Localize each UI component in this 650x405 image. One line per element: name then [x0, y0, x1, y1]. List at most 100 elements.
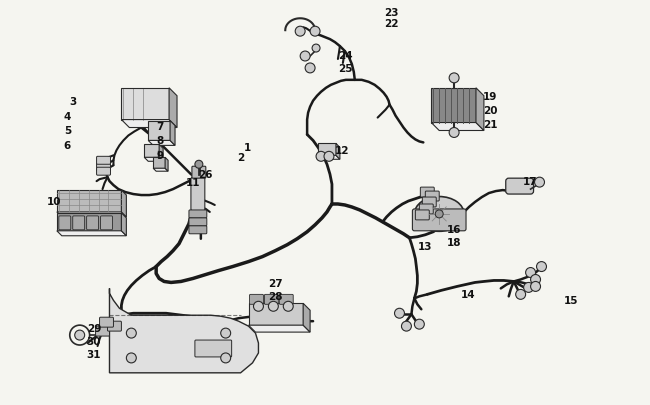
Text: 1: 1 [244, 143, 251, 153]
Text: 7: 7 [156, 121, 164, 131]
FancyBboxPatch shape [86, 216, 99, 230]
Circle shape [526, 268, 536, 278]
Polygon shape [122, 89, 169, 120]
Circle shape [75, 330, 84, 340]
Circle shape [449, 74, 459, 83]
FancyBboxPatch shape [419, 205, 434, 214]
FancyBboxPatch shape [59, 216, 71, 230]
Polygon shape [169, 89, 177, 128]
Text: 8: 8 [156, 136, 163, 146]
Text: 16: 16 [447, 224, 462, 234]
Polygon shape [318, 156, 340, 160]
FancyBboxPatch shape [250, 294, 263, 305]
Ellipse shape [415, 197, 464, 232]
FancyBboxPatch shape [99, 318, 114, 327]
Text: 9: 9 [156, 151, 163, 161]
Text: 13: 13 [417, 241, 432, 251]
Circle shape [221, 353, 231, 363]
Circle shape [536, 262, 547, 272]
Circle shape [530, 282, 541, 292]
Text: 22: 22 [385, 19, 399, 29]
Circle shape [324, 152, 334, 162]
Text: 23: 23 [385, 8, 399, 18]
Text: 15: 15 [564, 296, 578, 305]
Circle shape [295, 27, 305, 37]
Text: 5: 5 [64, 126, 71, 136]
FancyBboxPatch shape [97, 164, 110, 172]
Text: 29: 29 [86, 323, 101, 333]
Circle shape [195, 161, 203, 169]
Text: 27: 27 [268, 279, 283, 289]
Text: 24: 24 [338, 51, 352, 61]
Text: 31: 31 [86, 349, 101, 359]
Circle shape [316, 152, 326, 162]
Text: 21: 21 [483, 119, 497, 129]
Circle shape [126, 353, 136, 363]
Circle shape [436, 211, 443, 218]
Circle shape [395, 309, 404, 318]
Polygon shape [165, 158, 168, 172]
Text: 28: 28 [268, 292, 283, 302]
FancyBboxPatch shape [422, 198, 436, 207]
Circle shape [268, 302, 278, 311]
Polygon shape [122, 120, 177, 128]
FancyBboxPatch shape [265, 294, 278, 305]
Polygon shape [248, 325, 310, 332]
Polygon shape [148, 121, 170, 141]
Circle shape [515, 290, 526, 300]
FancyBboxPatch shape [107, 322, 122, 331]
Circle shape [530, 275, 541, 285]
Circle shape [300, 52, 310, 62]
Polygon shape [170, 121, 175, 146]
Text: 12: 12 [335, 146, 350, 156]
FancyBboxPatch shape [96, 326, 109, 336]
FancyBboxPatch shape [412, 209, 466, 231]
Text: 20: 20 [483, 105, 497, 115]
Circle shape [415, 320, 424, 329]
Text: 30: 30 [86, 336, 101, 346]
Polygon shape [57, 231, 126, 236]
Polygon shape [122, 191, 126, 217]
Circle shape [254, 302, 263, 311]
FancyBboxPatch shape [421, 188, 434, 198]
FancyBboxPatch shape [192, 167, 206, 179]
FancyBboxPatch shape [425, 192, 439, 202]
Circle shape [283, 302, 293, 311]
FancyBboxPatch shape [189, 218, 207, 226]
Polygon shape [57, 212, 126, 217]
FancyBboxPatch shape [280, 294, 293, 305]
Polygon shape [431, 123, 484, 131]
Polygon shape [159, 145, 163, 162]
FancyBboxPatch shape [97, 168, 110, 176]
FancyBboxPatch shape [101, 216, 112, 230]
FancyBboxPatch shape [73, 216, 84, 230]
Polygon shape [57, 191, 122, 212]
Circle shape [305, 64, 315, 74]
Text: 14: 14 [461, 290, 476, 300]
Polygon shape [148, 141, 175, 146]
Text: 19: 19 [483, 92, 497, 102]
Text: 25: 25 [338, 64, 352, 74]
Polygon shape [144, 145, 159, 158]
Circle shape [534, 178, 545, 188]
Circle shape [449, 128, 459, 138]
Text: 17: 17 [523, 177, 538, 187]
Polygon shape [122, 213, 126, 236]
Text: 26: 26 [198, 170, 213, 180]
FancyBboxPatch shape [415, 211, 429, 220]
Polygon shape [318, 144, 336, 156]
Polygon shape [248, 304, 303, 325]
FancyBboxPatch shape [191, 178, 205, 211]
Polygon shape [153, 169, 168, 172]
Text: 4: 4 [64, 111, 71, 121]
Circle shape [126, 328, 136, 338]
Polygon shape [153, 158, 165, 169]
Text: 10: 10 [47, 196, 61, 207]
Circle shape [402, 322, 411, 331]
FancyBboxPatch shape [97, 157, 110, 165]
FancyBboxPatch shape [189, 211, 207, 218]
Polygon shape [303, 304, 310, 332]
FancyBboxPatch shape [195, 340, 231, 357]
Polygon shape [144, 158, 163, 162]
Circle shape [221, 328, 231, 338]
